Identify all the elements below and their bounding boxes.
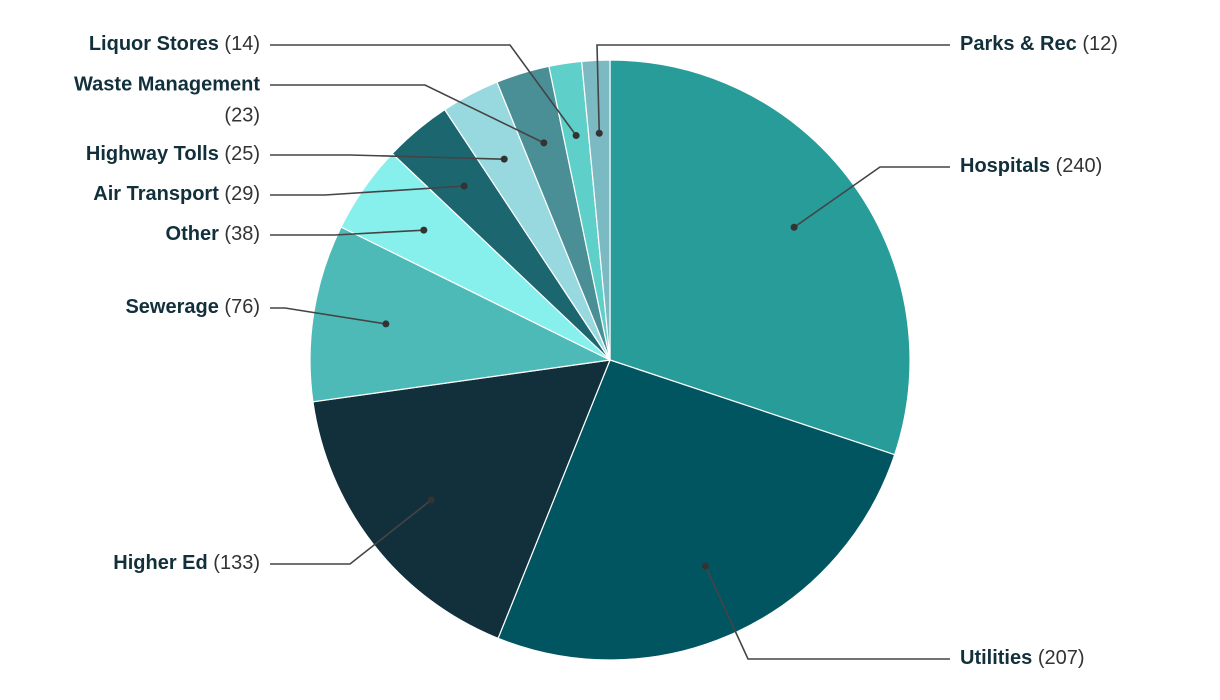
slice-label: Highway Tolls <box>86 143 219 165</box>
slice-label: Waste Management <box>74 73 260 95</box>
slice-value: (76) <box>224 296 260 318</box>
leader-line <box>596 44 950 134</box>
leader-line <box>270 229 424 236</box>
leader-line <box>793 166 950 228</box>
slice-label: Utilities <box>960 647 1032 669</box>
slice-value: (133) <box>213 552 260 574</box>
leader-line <box>270 499 432 565</box>
slice-value: (29) <box>224 183 260 205</box>
leader-line <box>270 307 387 325</box>
leader-dot <box>701 562 709 570</box>
slice-label: Other <box>166 223 220 245</box>
slice-label: Sewerage <box>125 296 218 318</box>
leader-dot <box>420 226 428 234</box>
slice-value: (12) <box>1082 33 1118 55</box>
slice-label: Hospitals <box>960 155 1050 177</box>
leader-line <box>704 565 950 660</box>
leader-dot <box>460 182 468 190</box>
leader-dot <box>540 139 548 147</box>
slice-label: Liquor Stores <box>89 33 219 55</box>
slice-value: (38) <box>224 223 260 245</box>
slice-label: Air Transport <box>93 183 219 205</box>
slice-value: (207) <box>1038 647 1085 669</box>
leader-dot <box>500 155 508 163</box>
slice-label-group: Hospitals (240) <box>960 155 1102 177</box>
slice-label-group: Liquor Stores (14) <box>89 33 260 55</box>
slice-label: Parks & Rec <box>960 33 1077 55</box>
slice-value: (25) <box>224 143 260 165</box>
leader-dot <box>427 496 435 504</box>
slice-value: (14) <box>224 33 260 55</box>
leader-line <box>270 154 505 160</box>
pie-slice <box>609 59 911 456</box>
leader-dot <box>595 129 603 137</box>
slice-value: (240) <box>1056 155 1103 177</box>
leader-dot <box>790 223 798 231</box>
slice-value: (23) <box>224 104 260 126</box>
leader-dot <box>572 132 580 140</box>
leader-dot <box>382 320 390 328</box>
slice-label-group: Other (38) <box>166 223 260 245</box>
slice-label-group: Sewerage (76) <box>125 296 260 318</box>
slice-label-group: Utilities (207) <box>960 647 1085 669</box>
leader-line <box>270 44 577 137</box>
leader-line <box>270 185 465 196</box>
slice-label-group: Highway Tolls (25) <box>86 143 260 165</box>
slice-label: Higher Ed <box>113 552 207 574</box>
slice-label-group: Air Transport (29) <box>93 183 260 205</box>
slice-label-group: Parks & Rec (12) <box>960 33 1118 55</box>
pie-slice <box>581 59 611 361</box>
leader-line <box>270 84 545 144</box>
slice-label-group: Higher Ed (133) <box>113 552 260 574</box>
